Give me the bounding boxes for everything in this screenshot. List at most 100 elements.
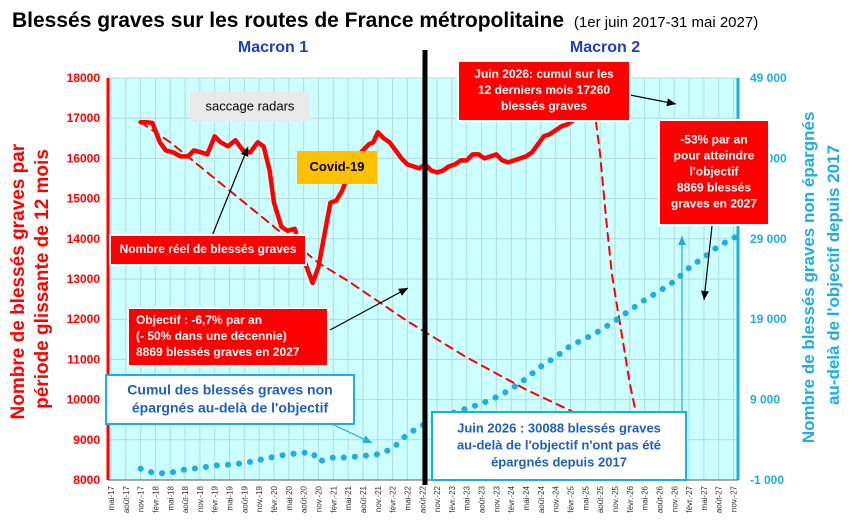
x-tick-label: août-18 [181, 485, 190, 513]
left-tick-label: 15000 [67, 192, 101, 206]
x-tick-label: févr.-18 [151, 485, 160, 512]
x-tick-label: mai-25 [581, 485, 590, 510]
left-tick-label: 11000 [67, 352, 100, 366]
annotation-text: blessés graves [501, 99, 587, 113]
annotation-juin2026-cumul: Juin 2026: cumul sur les 12 derniers mois… [457, 60, 631, 122]
annotation-box [297, 151, 377, 184]
x-tick-label: févr.-26 [626, 485, 635, 512]
x-tick-label: févr.-25 [566, 485, 575, 512]
annotation-box [109, 234, 307, 266]
period-label-macron-2: Macron 2 [570, 39, 640, 56]
left-tick-label: 12000 [67, 312, 101, 326]
x-tick-label: mai-17 [107, 485, 116, 510]
x-tick-label: mai-21 [344, 485, 353, 510]
annotation-text: épargnés au-delà de l'objectif [132, 400, 329, 416]
annotation-saccage-radars: saccage radars [190, 92, 310, 122]
chart-subtitle: (1er juin 2017-31 mai 2027) [574, 14, 758, 31]
x-tick-label: mai-26 [641, 485, 650, 510]
annotation-text: Juin 2026: cumul sur les [474, 67, 614, 81]
x-tick-label: nov.-26 [670, 485, 679, 512]
x-tick-label: août-22 [418, 485, 427, 513]
x-tick-label: févr.-20 [270, 485, 279, 512]
annotation-text: 8869 blessés [677, 181, 751, 195]
arrow-head [398, 288, 408, 296]
annotation-box [457, 60, 631, 122]
x-tick-label: août-19 [240, 485, 249, 513]
left-tick-label: 10000 [67, 393, 101, 407]
annotation-text: 8869 blessés graves en 2027 [136, 345, 300, 359]
annotation-juin2026-epargnes: Juin 2026 : 30088 blessés graves au-delà … [431, 411, 687, 481]
annotation-text: Covid-19 [310, 159, 365, 174]
arrow-line [703, 225, 713, 301]
left-tick-label: 9000 [73, 433, 100, 447]
annotation-box [658, 119, 770, 226]
x-tick-label: mai-20 [285, 485, 294, 510]
x-tick-label: mai-19 [226, 485, 235, 510]
left-tick-label: 14000 [67, 232, 101, 246]
x-tick-label: mai-22 [403, 485, 412, 510]
annotation-text: saccage radars [206, 99, 295, 114]
x-tick-label: févr.-27 [685, 485, 694, 512]
x-tick-label: févr.-24 [507, 485, 516, 512]
x-tick-label: nov.-17 [137, 485, 146, 512]
annotation-text: épargnés depuis 2017 [491, 455, 627, 470]
annotation-reel: Nombre réel de blessés graves [109, 234, 307, 266]
x-tick-label: nov.-24 [552, 485, 561, 512]
right-tick-label: 9 000 [750, 393, 780, 407]
annotation-text: Objectif : -6,7% par an [136, 313, 262, 327]
annotation-text: graves en 2027 [671, 197, 757, 211]
x-tick-label: mai-18 [166, 485, 175, 510]
x-tick-label: nov.-22 [433, 485, 442, 512]
right-tick-label: 29 000 [750, 232, 787, 246]
x-tick-label: mai-27 [700, 485, 709, 510]
annotation-cumul: Cumul des blessés graves non épargnés au-… [105, 374, 355, 425]
period-label-macron-1: Macron 1 [238, 39, 308, 56]
annotation-arrows [211, 94, 713, 444]
series-line-0 [138, 105, 597, 286]
annotation-covid: Covid-19 [297, 151, 377, 184]
right-tick-label: 49 000 [750, 71, 787, 85]
arrow-head [666, 98, 676, 107]
annotation-box [431, 411, 687, 481]
x-tick-label: août-24 [537, 485, 546, 513]
left-tick-label: 17000 [67, 111, 101, 125]
x-tick-label: août-25 [596, 485, 605, 513]
left-tick-label: 13000 [67, 272, 101, 286]
arrow-head [362, 435, 372, 443]
annotation-text: au-delà de l'objectif n'ont pas été [457, 438, 661, 453]
arrow-line [329, 287, 409, 331]
x-tick-label: août-21 [359, 485, 368, 513]
annotation-text: pour atteindre [674, 149, 755, 163]
y-axis-label-left: Nombre de blessés graves par période gli… [8, 139, 53, 420]
arrow-line [211, 146, 249, 237]
x-tick-label: nov.-21 [374, 485, 383, 512]
annotation-text: l'objectif [690, 165, 740, 179]
annotation-text: (- 50% dans une décennie) [136, 329, 287, 343]
x-tick-label: août-23 [478, 485, 487, 513]
x-tick-label: mai-24 [522, 485, 531, 510]
y-axis-label-right: Nombre de blessés graves non épargnés au… [799, 107, 843, 443]
annotation-box [127, 307, 329, 367]
arrow-head [678, 236, 686, 245]
series-line-3 [137, 232, 738, 477]
x-tick-label: août-20 [300, 485, 309, 513]
annotation-box [190, 92, 310, 122]
left-tick-label: 18000 [67, 71, 101, 85]
left-tick-label: 8000 [73, 473, 100, 487]
left-tick-label: 16000 [67, 151, 101, 165]
x-tick-label: nov.-25 [611, 485, 620, 512]
x-tick-label: nov.-19 [255, 485, 264, 512]
x-tick-label: nov.-27 [730, 485, 739, 512]
annotation-text: Cumul des blessés graves non [127, 382, 332, 398]
right-tick-label: -1 000 [750, 473, 784, 487]
annotation-objectif-53: -53% par an pour atteindre l'objectif 8869 … [658, 119, 770, 226]
left-tick-labels: 8000 9000 10000 11000 12000 13000 14000 15000 16… [67, 71, 101, 487]
annotations: saccage radars Covid-19 Nombre réel de ble… [105, 60, 770, 481]
x-tick-labels: mai-17 août-17 nov.-17 févr.-18 mai-18 août-1… [107, 485, 739, 513]
annotation-box [105, 374, 355, 425]
arrow-head [240, 147, 249, 157]
x-tick-label: nov.-18 [196, 485, 205, 512]
annotation-text: 12 derniers mois 17260 [478, 83, 610, 97]
